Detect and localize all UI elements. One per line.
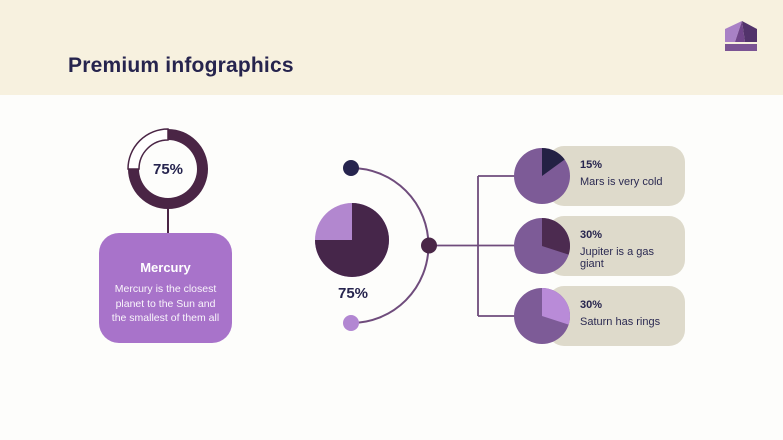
mini-pie-chart-saturn [514,288,570,344]
saturn-text-label: Saturn has rings [580,316,661,328]
mercury-card-title: Mercury [140,260,191,275]
info-card-jupiter: 30% Jupiter is a gas giant [548,216,685,276]
crown-icon [725,21,757,51]
mars-text-label: Mars is very cold [580,176,663,188]
mini-pie-chart-jupiter [514,218,570,274]
jupiter-text-label: Jupiter is a gas giant [580,246,654,270]
info-card-mars: 15% Mars is very cold [548,146,685,206]
connector-dot-top [343,160,359,176]
header-band [0,0,783,95]
mars-percent-label: 15% [580,159,603,171]
jupiter-percent-label: 30% [580,229,603,241]
connector-dot-middle [421,237,437,254]
saturn-percent-label: 30% [580,299,603,311]
donut-chart [127,128,208,209]
page-title: Premium infographics [68,54,294,77]
connector-dot-bottom [343,315,359,331]
center-pie-percent-label: 75% [337,285,369,302]
donut-percent-label: 75% [152,161,184,178]
mercury-card-description: Mercury is the closest planet to the Sun… [111,283,220,325]
mini-pie-chart-mars [514,148,570,204]
mercury-card: Mercury Mercury is the closest planet to… [99,233,232,343]
center-pie-chart [315,203,389,277]
info-card-saturn: 30% Saturn has rings [548,286,685,346]
